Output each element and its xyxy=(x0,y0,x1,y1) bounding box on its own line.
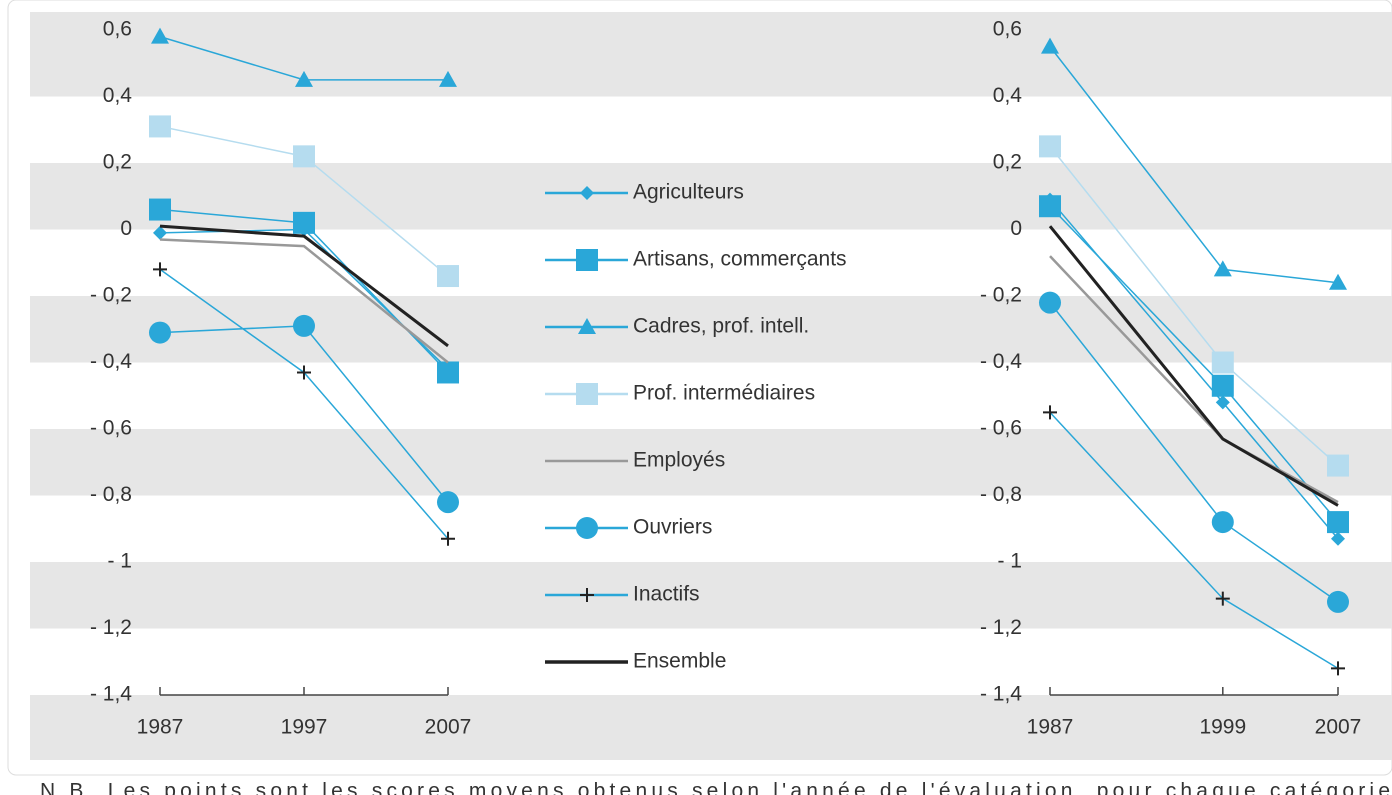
x-tick-label: 1987 xyxy=(137,716,184,739)
band xyxy=(30,12,1392,97)
x-tick-label: 2007 xyxy=(1315,716,1362,739)
y-tick-label: 0,2 xyxy=(993,151,1022,174)
x-tick-label: 1999 xyxy=(1199,716,1246,739)
marker xyxy=(580,588,594,602)
marker xyxy=(439,70,457,87)
band xyxy=(30,296,1392,363)
marker xyxy=(576,383,598,405)
marker xyxy=(1043,405,1057,420)
marker xyxy=(1041,37,1059,54)
marker xyxy=(153,225,167,240)
series-line xyxy=(1048,225,1339,507)
marker xyxy=(149,198,171,221)
marker xyxy=(153,262,167,277)
legend-label: Agriculteurs xyxy=(633,181,744,204)
legend-label: Ouvriers xyxy=(633,516,712,539)
band xyxy=(30,562,1392,629)
band xyxy=(30,695,1392,760)
y-tick-label: - 0,2 xyxy=(980,284,1022,307)
marker xyxy=(1327,454,1349,477)
y-tick-label: - 0,4 xyxy=(980,350,1022,373)
legend-label: Ensemble xyxy=(633,650,726,673)
marker xyxy=(293,314,315,337)
marker xyxy=(576,517,598,539)
y-tick-label: 0,6 xyxy=(103,18,132,41)
marker xyxy=(1211,374,1234,397)
marker xyxy=(1211,511,1234,534)
x-tick-label: 1987 xyxy=(1027,716,1074,739)
y-tick-label: - 1 xyxy=(107,550,132,573)
y-tick-label: - 0,8 xyxy=(90,483,132,506)
marker xyxy=(437,361,459,384)
marker xyxy=(1331,531,1345,546)
marker xyxy=(1211,351,1234,374)
y-tick-label: - 1,4 xyxy=(980,683,1022,706)
legend-label: Prof. intermédiaires xyxy=(633,382,815,405)
marker xyxy=(441,531,455,546)
y-tick-label: - 0,2 xyxy=(90,284,132,307)
marker xyxy=(293,211,315,234)
marker xyxy=(437,491,459,514)
marker xyxy=(151,27,169,44)
marker xyxy=(580,186,594,200)
y-tick-label: - 0,6 xyxy=(90,417,132,440)
legend-label: Cadres, prof. intell. xyxy=(633,315,809,338)
x-tick-label: 2007 xyxy=(425,716,472,739)
marker xyxy=(1039,135,1061,158)
marker xyxy=(1331,661,1345,676)
marker xyxy=(1213,260,1232,277)
y-tick-label: - 0,6 xyxy=(980,417,1022,440)
band xyxy=(30,429,1392,496)
marker xyxy=(1329,273,1347,290)
marker xyxy=(1327,511,1349,534)
y-tick-label: - 1,2 xyxy=(980,616,1022,639)
y-tick-label: 0 xyxy=(1010,217,1022,240)
y-tick-label: - 1,2 xyxy=(90,616,132,639)
marker xyxy=(1327,590,1349,613)
marker xyxy=(295,70,313,87)
y-tick-label: - 1,4 xyxy=(90,683,132,706)
marker xyxy=(578,318,596,334)
y-tick-label: 0,4 xyxy=(103,84,133,107)
y-tick-label: - 0,4 xyxy=(90,350,132,373)
marker xyxy=(149,321,171,344)
legend-label: Inactifs xyxy=(633,583,700,606)
marker xyxy=(576,249,598,271)
y-tick-label: 0 xyxy=(120,217,132,240)
y-tick-label: - 0,8 xyxy=(980,483,1022,506)
marker xyxy=(149,115,171,138)
series-line xyxy=(159,224,449,348)
marker xyxy=(297,365,311,380)
marker xyxy=(1215,395,1230,410)
x-tick-label: 1997 xyxy=(281,716,328,739)
y-tick-label: 0,4 xyxy=(993,84,1023,107)
legend-label: Artisans, commerçants xyxy=(633,248,847,271)
marker xyxy=(1039,291,1061,314)
marker xyxy=(1039,195,1061,218)
note: N.B. Les points sont les scores moyens o… xyxy=(40,780,1390,795)
y-tick-label: 0,6 xyxy=(993,18,1022,41)
marker xyxy=(293,145,315,168)
y-tick-label: 0,2 xyxy=(103,151,132,174)
marker xyxy=(1215,591,1230,606)
series-line xyxy=(159,238,449,364)
marker xyxy=(437,265,459,288)
legend-label: Employés xyxy=(633,449,725,472)
y-tick-label: - 1 xyxy=(997,550,1022,573)
